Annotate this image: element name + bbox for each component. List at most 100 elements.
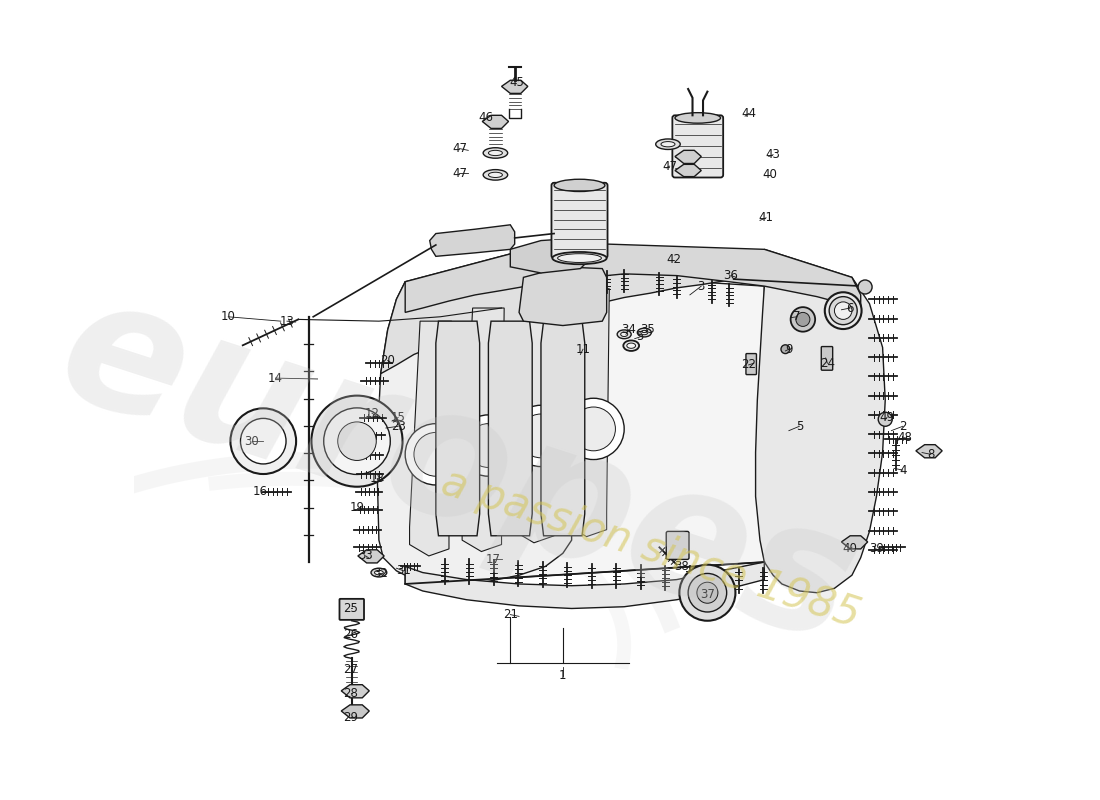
- Circle shape: [414, 433, 458, 476]
- Polygon shape: [488, 321, 532, 536]
- Text: 5: 5: [636, 330, 644, 343]
- Circle shape: [680, 565, 736, 621]
- Text: 37: 37: [700, 588, 715, 601]
- Circle shape: [689, 574, 727, 612]
- Polygon shape: [675, 164, 702, 177]
- Text: 32: 32: [373, 567, 388, 580]
- Ellipse shape: [835, 302, 851, 319]
- Text: 5: 5: [795, 420, 803, 433]
- Text: 8: 8: [927, 448, 935, 461]
- Polygon shape: [405, 242, 860, 312]
- Ellipse shape: [825, 292, 861, 329]
- Ellipse shape: [488, 150, 503, 155]
- Ellipse shape: [371, 568, 387, 577]
- Text: 12: 12: [364, 406, 380, 420]
- Ellipse shape: [241, 418, 286, 464]
- Ellipse shape: [829, 297, 857, 325]
- Polygon shape: [430, 225, 515, 256]
- Text: 40: 40: [762, 168, 777, 182]
- Polygon shape: [377, 242, 572, 584]
- Text: 16: 16: [253, 486, 268, 498]
- Text: 6: 6: [846, 302, 854, 314]
- Polygon shape: [341, 685, 370, 698]
- Polygon shape: [568, 289, 609, 537]
- Ellipse shape: [656, 139, 680, 150]
- Text: 23: 23: [390, 420, 406, 433]
- Text: 41: 41: [759, 211, 773, 224]
- Circle shape: [458, 415, 519, 476]
- Text: 42: 42: [667, 254, 682, 266]
- Ellipse shape: [796, 312, 810, 326]
- FancyBboxPatch shape: [340, 599, 364, 620]
- Text: 21: 21: [503, 608, 518, 621]
- Polygon shape: [541, 321, 585, 536]
- FancyBboxPatch shape: [667, 531, 689, 559]
- Text: 33: 33: [359, 550, 373, 562]
- Ellipse shape: [483, 170, 508, 180]
- Polygon shape: [519, 267, 607, 326]
- Polygon shape: [405, 562, 764, 609]
- Text: 11: 11: [575, 342, 591, 356]
- Polygon shape: [381, 269, 773, 374]
- FancyBboxPatch shape: [672, 115, 723, 178]
- Polygon shape: [510, 238, 585, 273]
- Circle shape: [519, 414, 563, 458]
- Ellipse shape: [675, 113, 720, 123]
- Polygon shape: [409, 321, 452, 556]
- Text: 4: 4: [899, 463, 906, 477]
- Text: 48: 48: [898, 431, 912, 444]
- Text: 10: 10: [221, 310, 235, 323]
- Text: 47: 47: [662, 160, 678, 173]
- Text: 47: 47: [452, 166, 468, 180]
- Polygon shape: [756, 250, 886, 593]
- Text: 25: 25: [343, 602, 359, 615]
- Text: 31: 31: [396, 564, 411, 578]
- Ellipse shape: [554, 179, 605, 191]
- Polygon shape: [675, 150, 702, 163]
- Text: 34: 34: [621, 323, 636, 337]
- Text: 45: 45: [509, 76, 524, 90]
- Text: 47: 47: [452, 142, 468, 155]
- Text: 46: 46: [478, 111, 493, 125]
- Text: 43: 43: [766, 148, 781, 162]
- Text: europes: europes: [40, 259, 877, 681]
- Circle shape: [572, 407, 615, 451]
- Text: 24: 24: [820, 357, 835, 370]
- Ellipse shape: [641, 330, 648, 334]
- Circle shape: [878, 412, 892, 426]
- Circle shape: [405, 424, 466, 485]
- Polygon shape: [462, 308, 504, 551]
- Text: 14: 14: [268, 371, 283, 385]
- Text: 17: 17: [485, 553, 501, 566]
- Text: 28: 28: [343, 687, 359, 700]
- Text: 49: 49: [880, 411, 894, 424]
- Circle shape: [697, 582, 718, 603]
- Polygon shape: [405, 273, 764, 584]
- Text: 9: 9: [785, 342, 793, 356]
- Circle shape: [563, 398, 624, 459]
- Text: 27: 27: [343, 663, 359, 676]
- FancyBboxPatch shape: [746, 354, 757, 374]
- Text: a passion since 1985: a passion since 1985: [436, 462, 866, 637]
- Text: 13: 13: [279, 314, 295, 328]
- Text: 22: 22: [741, 358, 756, 371]
- Polygon shape: [358, 550, 384, 563]
- Text: 2: 2: [899, 420, 906, 433]
- Text: 36: 36: [724, 269, 738, 282]
- Ellipse shape: [488, 172, 503, 178]
- Polygon shape: [436, 321, 480, 536]
- Circle shape: [510, 406, 572, 466]
- Text: 3: 3: [697, 280, 705, 293]
- Circle shape: [311, 396, 403, 486]
- Ellipse shape: [552, 252, 607, 264]
- Ellipse shape: [230, 408, 296, 474]
- Ellipse shape: [483, 148, 508, 158]
- Text: 20: 20: [381, 354, 395, 367]
- Circle shape: [858, 280, 872, 294]
- Ellipse shape: [637, 328, 651, 337]
- Text: 35: 35: [640, 323, 656, 337]
- Text: 44: 44: [741, 107, 756, 120]
- Text: 30: 30: [244, 434, 260, 448]
- Polygon shape: [916, 445, 943, 458]
- Text: 15: 15: [390, 411, 406, 424]
